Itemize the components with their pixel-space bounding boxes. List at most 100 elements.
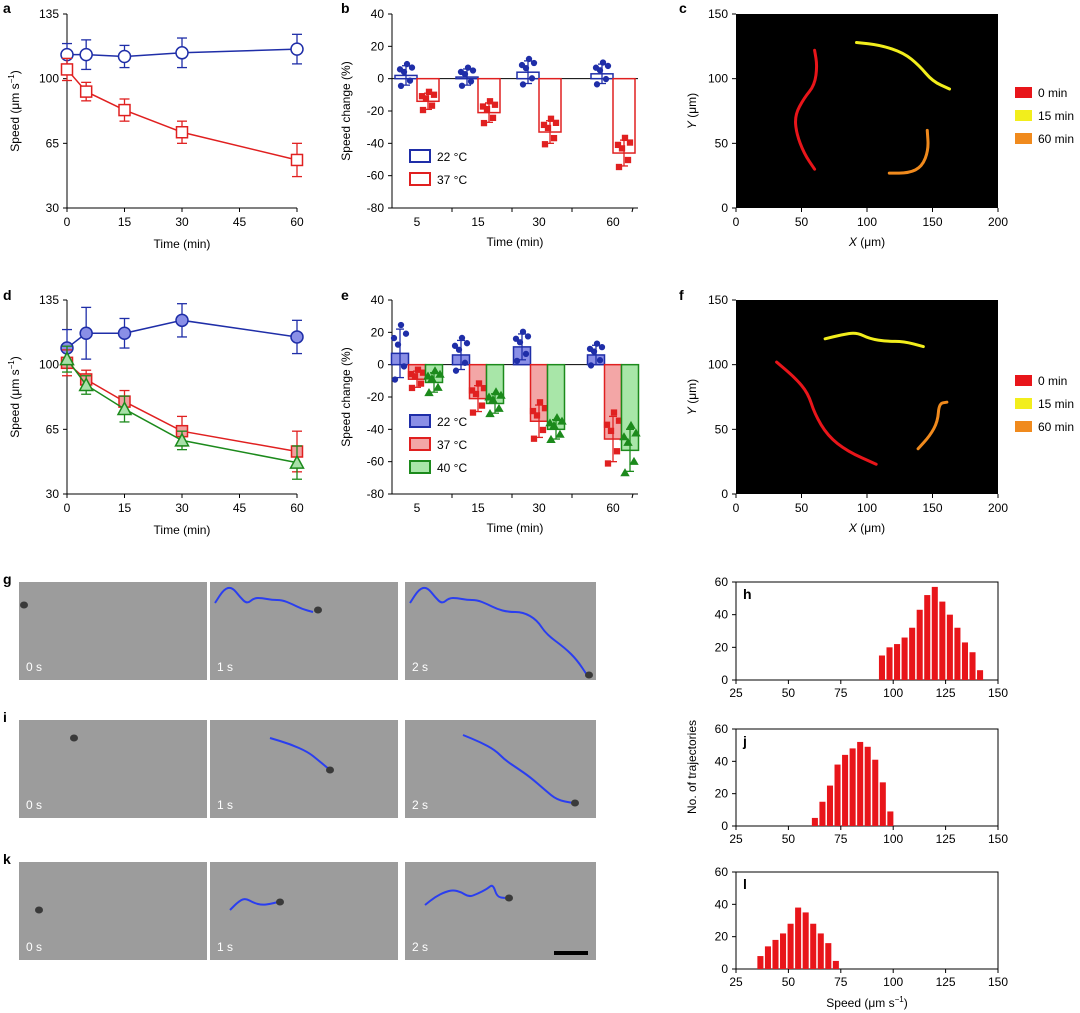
replicate-point xyxy=(452,367,460,374)
y-tick-label: 40 xyxy=(715,897,729,911)
y-axis-label: Speed change (%) xyxy=(339,347,353,446)
track-line xyxy=(424,884,506,906)
replicate-point xyxy=(539,426,547,434)
track-line xyxy=(229,898,279,911)
y-axis-label: Speed (μm s−1) xyxy=(7,356,22,437)
panel-letter: e xyxy=(341,287,349,303)
x-axis-label-unit: (μm) xyxy=(857,521,885,535)
x-axis-label: X (μm) xyxy=(848,521,885,535)
histogram-bar xyxy=(872,759,879,826)
time-label: 0 s xyxy=(26,660,42,674)
replicate-point xyxy=(396,66,404,73)
micro-frame-background xyxy=(19,720,207,818)
replicate-point xyxy=(513,357,521,365)
histogram-bar xyxy=(894,644,901,680)
legend-label: 15 min xyxy=(1038,109,1074,123)
data-point xyxy=(116,400,133,416)
x-tick-label: 15 xyxy=(471,215,485,229)
panel-letter: d xyxy=(3,287,12,303)
micro-frame-background xyxy=(210,720,398,818)
x-tick-label: 150 xyxy=(922,501,942,515)
panel-letter: b xyxy=(341,0,350,16)
plot-background xyxy=(736,14,998,208)
replicate-point xyxy=(475,380,483,387)
replicate-point xyxy=(403,60,411,68)
legend-label: 37 °C xyxy=(437,438,467,452)
x-tick xyxy=(631,207,634,213)
x-tick-label: 30 xyxy=(532,215,546,229)
replicate-point xyxy=(486,98,494,105)
replicate-point xyxy=(419,106,427,114)
panel-a: 30 65 100 135 0 15 30 45 60 Time (min) Speed (μm s… xyxy=(7,7,304,251)
panel-e: -80 -60 -40 -20 0 20 40 5 15 30 60 Time (min) Speed … xyxy=(339,293,641,535)
replicate-point xyxy=(414,366,422,373)
panel-h: 0 20 40 60 25 50 75 100 125 150 h xyxy=(715,575,1009,700)
replicate-point xyxy=(604,62,612,70)
y-tick-label: 0 xyxy=(377,358,384,372)
replicate-point xyxy=(433,382,443,391)
data-point xyxy=(289,454,305,469)
replicate-point xyxy=(624,156,632,164)
legend-label: 15 min xyxy=(1038,397,1074,411)
replicate-point xyxy=(512,335,520,342)
y-axis-label: Y (μm) xyxy=(685,93,699,129)
replicate-point xyxy=(618,145,626,152)
x-tick-label: 15 xyxy=(118,501,132,515)
micro-frame: 2 s xyxy=(405,862,596,960)
panel-letter: f xyxy=(679,287,684,303)
replicate-point xyxy=(480,384,488,392)
replicate-point xyxy=(478,402,486,409)
replicate-point xyxy=(552,413,562,422)
replicate-point xyxy=(468,387,476,394)
y-tick-label: 100 xyxy=(39,358,59,372)
y-tick-label: -20 xyxy=(367,390,385,404)
histogram-bar xyxy=(802,912,809,969)
replicate-point xyxy=(400,363,408,370)
y-tick-label: 20 xyxy=(371,325,385,339)
legend-label: 0 min xyxy=(1038,86,1067,100)
time-label: 0 s xyxy=(26,798,42,812)
data-point xyxy=(175,125,189,139)
y-axis-label: Y (μm) xyxy=(685,379,699,415)
replicate-point xyxy=(519,328,527,335)
y-axis-label-sup: −1 xyxy=(7,360,16,370)
y-axis-label-unit: (μm) xyxy=(685,379,699,407)
replicate-point xyxy=(621,134,629,142)
x-tick-label: 0 xyxy=(733,501,740,515)
cell xyxy=(585,671,593,679)
histogram-bar xyxy=(825,943,832,969)
x-tick-label: 125 xyxy=(936,975,956,989)
y-tick-label: -40 xyxy=(367,136,385,150)
data-point xyxy=(117,49,132,64)
track-line xyxy=(214,586,314,613)
y-tick-label: 50 xyxy=(715,422,729,436)
y-tick-label: 60 xyxy=(715,865,729,879)
x-tick-label: 25 xyxy=(729,686,743,700)
x-tick-label: 100 xyxy=(857,215,877,229)
replicate-point xyxy=(408,384,416,392)
y-axis-label: Speed change (%) xyxy=(339,61,353,160)
y-tick-label: 30 xyxy=(46,201,60,215)
replicate-point xyxy=(419,369,427,376)
replicate-point xyxy=(519,81,527,88)
replicate-point xyxy=(522,64,530,72)
histogram-bar xyxy=(878,655,885,680)
x-tick-label: 60 xyxy=(606,215,620,229)
panel-d: 30 65 100 135 0 15 30 45 60 Time (min) Speed (μm s… xyxy=(7,293,305,537)
replicate-point xyxy=(408,64,416,71)
histogram-bar xyxy=(849,748,856,826)
x-tick-label: 75 xyxy=(834,975,848,989)
microscopy-row-k: k 0 s 1 s 2 s xyxy=(3,851,596,960)
replicate-point xyxy=(629,456,639,465)
time-label: 2 s xyxy=(412,940,428,954)
histogram-bar xyxy=(795,907,802,969)
data-point xyxy=(117,326,132,341)
y-tick-label: 0 xyxy=(721,962,728,976)
replicate-point xyxy=(425,88,433,95)
y-tick-label: -60 xyxy=(367,169,385,183)
series-line xyxy=(66,68,298,161)
y-tick-label: 60 xyxy=(715,722,729,736)
replicate-point xyxy=(626,139,634,146)
x-tick-label: 200 xyxy=(988,501,1008,515)
